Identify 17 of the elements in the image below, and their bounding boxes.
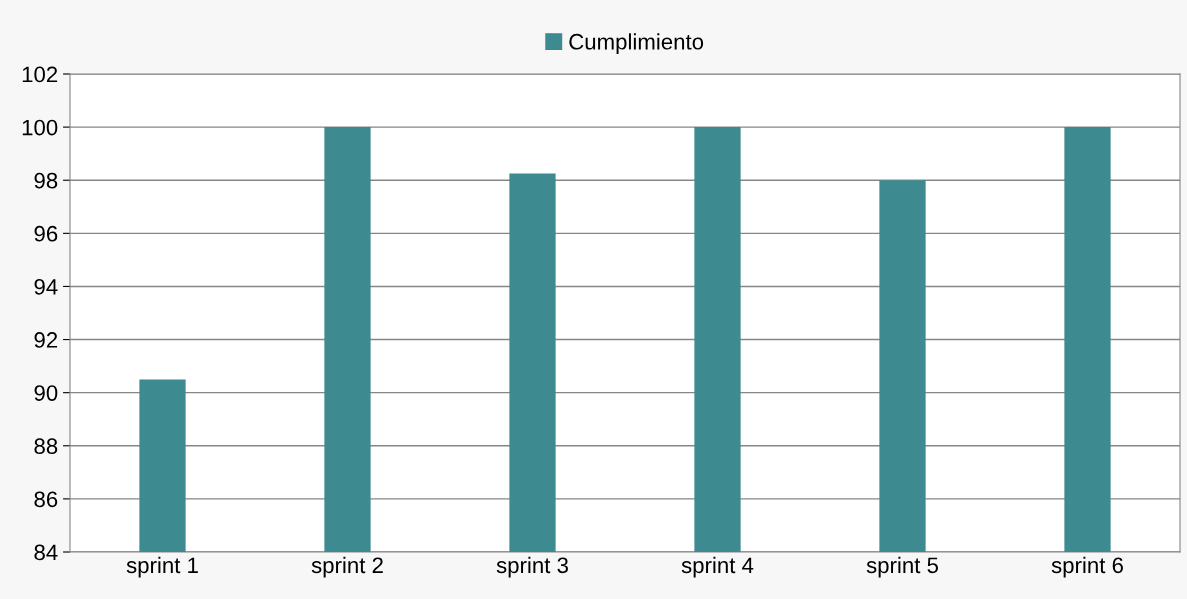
y-tick-label: 102 [22,66,58,83]
x-tick-label: sprint 6 [1051,556,1123,578]
y-tick-label: 96 [34,225,58,242]
x-tick-label: sprint 1 [126,556,198,578]
y-tick-label: 90 [34,385,58,401]
x-tick-label: sprint 2 [311,556,383,578]
y-tick-label: 94 [34,278,58,295]
x-tick-label: sprint 3 [496,556,568,578]
y-tick-label: 92 [34,332,58,348]
y-tick-label: 98 [34,172,58,189]
y-tick-label: 100 [22,119,58,136]
x-tick-label: sprint 5 [866,556,939,578]
y-tick-label: 86 [34,491,58,508]
x-tick-label: sprint 4 [681,556,754,578]
y-tick-label: 88 [34,438,58,455]
y-tick-label: 84 [34,544,58,561]
legend-label: Cumplimiento [569,33,704,54]
